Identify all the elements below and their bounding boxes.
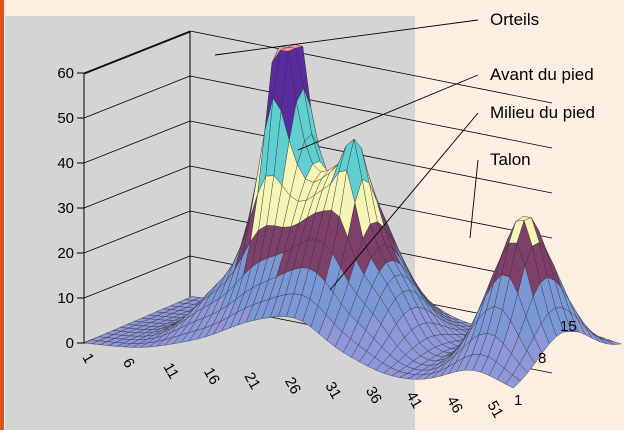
callout-leader — [469, 159, 479, 239]
z-tick-label: 30 — [57, 200, 74, 217]
callout-leader — [329, 112, 479, 291]
x-tick-label: 46 — [443, 393, 466, 416]
z-gridline — [83, 30, 191, 74]
y-tick-label: 8 — [538, 350, 546, 367]
x-tick-label: 41 — [403, 389, 426, 412]
x-tick-label: 21 — [241, 370, 264, 393]
x-tick-label: 51 — [484, 398, 507, 421]
x-tick-label: 36 — [362, 384, 385, 407]
z-gridline — [83, 210, 191, 254]
callout-label: Talon — [490, 150, 531, 169]
z-tick-label: 50 — [57, 110, 74, 127]
z-gridline-back — [189, 120, 553, 194]
x-tick-label: 26 — [281, 374, 304, 397]
z-tick-label: 40 — [57, 155, 74, 172]
accent-bar — [0, 0, 4, 430]
z-tick-label: 20 — [57, 245, 74, 262]
x-tick-label: 11 — [160, 360, 183, 382]
y-tick-label: 1 — [514, 392, 522, 409]
y-tick-label: 15 — [560, 318, 577, 335]
z-gridline — [83, 165, 191, 209]
z-gridline — [83, 255, 191, 299]
callout-label: Avant du pied — [490, 65, 594, 84]
callout-leader — [297, 74, 479, 151]
callout-label: Orteils — [490, 10, 539, 29]
z-gridline-back — [189, 30, 553, 104]
surface-facet — [504, 374, 521, 389]
z-tick-label: 0 — [66, 335, 74, 352]
z-tick-label: 60 — [57, 65, 74, 82]
z-gridline-back — [189, 75, 553, 149]
callout-label: Milieu du pied — [490, 103, 595, 122]
z-gridline — [83, 75, 191, 119]
header-strip — [0, 0, 624, 16]
x-tick-label: 31 — [322, 379, 345, 402]
x-tick-label: 16 — [200, 365, 223, 388]
z-tick-label: 10 — [57, 290, 74, 307]
callout-leader — [214, 19, 479, 56]
z-gridline — [83, 120, 191, 164]
